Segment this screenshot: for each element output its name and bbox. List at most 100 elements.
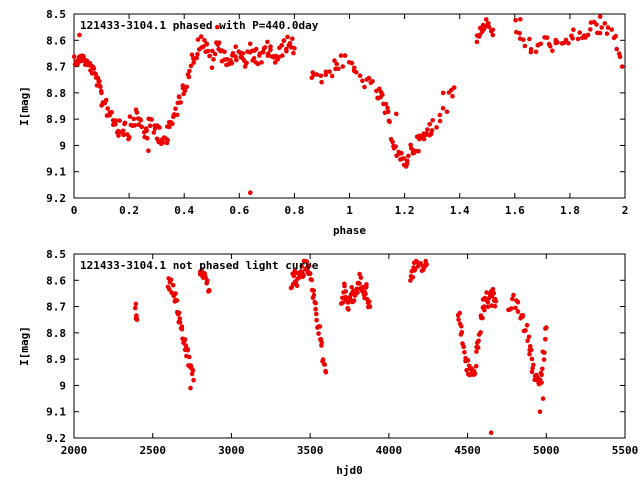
data-point [299,263,305,269]
data-point [525,338,530,344]
data-point [456,317,461,322]
data-point [199,268,204,274]
data-point [481,304,487,309]
chart-title: 121433-3104.1 not phased light curve [80,259,319,272]
data-point [127,134,132,140]
y-tick-label: 8.6 [46,34,66,47]
data-point [406,153,411,159]
data-point [268,47,273,53]
data-point [440,106,446,111]
data-point [588,27,593,32]
data-point [320,357,326,362]
x-tick-label: 4000 [376,444,403,457]
data-point [132,123,138,128]
data-point [266,51,271,56]
data-point [99,90,104,96]
data-point [187,68,192,74]
data-point [194,55,199,61]
data-point [71,54,77,59]
data-point [189,371,195,377]
data-point [191,377,196,383]
data-point [490,32,496,38]
plot-frame [73,253,626,439]
data-point [98,84,103,89]
data-point [619,64,625,69]
data-point [280,53,285,58]
data-point [489,303,494,308]
data-point [597,14,603,19]
data-point [385,105,390,111]
chart-title: 121433-3104.1 phased with P=440.0day [80,19,319,32]
data-point [357,281,362,286]
data-point [523,328,528,333]
data-point [555,40,560,45]
data-point [304,259,310,265]
data-point [357,271,362,277]
data-point [179,326,185,332]
data-point [188,385,193,391]
data-point [493,299,499,304]
data-point [160,140,166,145]
data-point [482,307,487,313]
data-point [340,64,346,69]
x-tick-label: 1.4 [450,204,470,217]
data-point [183,343,189,348]
data-point [294,283,300,289]
data-point [327,69,332,74]
data-point [334,61,340,67]
data-point [170,282,176,288]
data-point [434,125,439,130]
y-tick-label: 8.5 [46,8,66,21]
data-point [363,291,368,297]
data-point [541,357,547,362]
data-point [204,278,210,284]
data-point [311,288,317,293]
data-point [522,43,528,49]
data-point [311,292,317,298]
data-point [177,316,183,321]
data-point [117,118,122,123]
data-point [533,49,539,55]
data-point [480,315,485,321]
data-point [354,286,360,292]
data-point [191,60,196,65]
data-point [313,300,319,306]
data-point [421,136,427,142]
data-point [571,27,576,32]
data-point [544,325,549,330]
data-points [71,14,625,195]
data-point [229,60,235,66]
x-tick-label: 5500 [612,444,639,457]
y-tick-label: 9.1 [46,406,66,419]
data-point [478,330,483,335]
data-point [472,371,478,377]
data-point [176,310,182,316]
data-point [450,94,455,99]
data-point [309,277,315,283]
data-point [279,43,285,48]
data-point [149,117,154,122]
data-point [336,66,341,72]
data-point [293,280,299,285]
data-point [338,53,344,58]
data-point [287,40,293,46]
data-point [133,305,138,311]
data-point [485,299,491,305]
data-point [570,36,575,41]
data-point [349,285,355,290]
data-point [410,275,416,280]
data-point [138,118,144,123]
data-point [604,31,610,36]
data-point [211,57,216,62]
data-point [323,370,329,375]
data-point [168,277,174,283]
data-point [230,51,236,56]
data-point [173,291,178,296]
data-point [492,303,498,309]
data-point [265,39,270,45]
data-point [174,298,180,303]
data-point [198,34,204,39]
x-tick-label: 2500 [139,444,166,457]
data-point [77,32,82,38]
data-point [544,35,550,40]
